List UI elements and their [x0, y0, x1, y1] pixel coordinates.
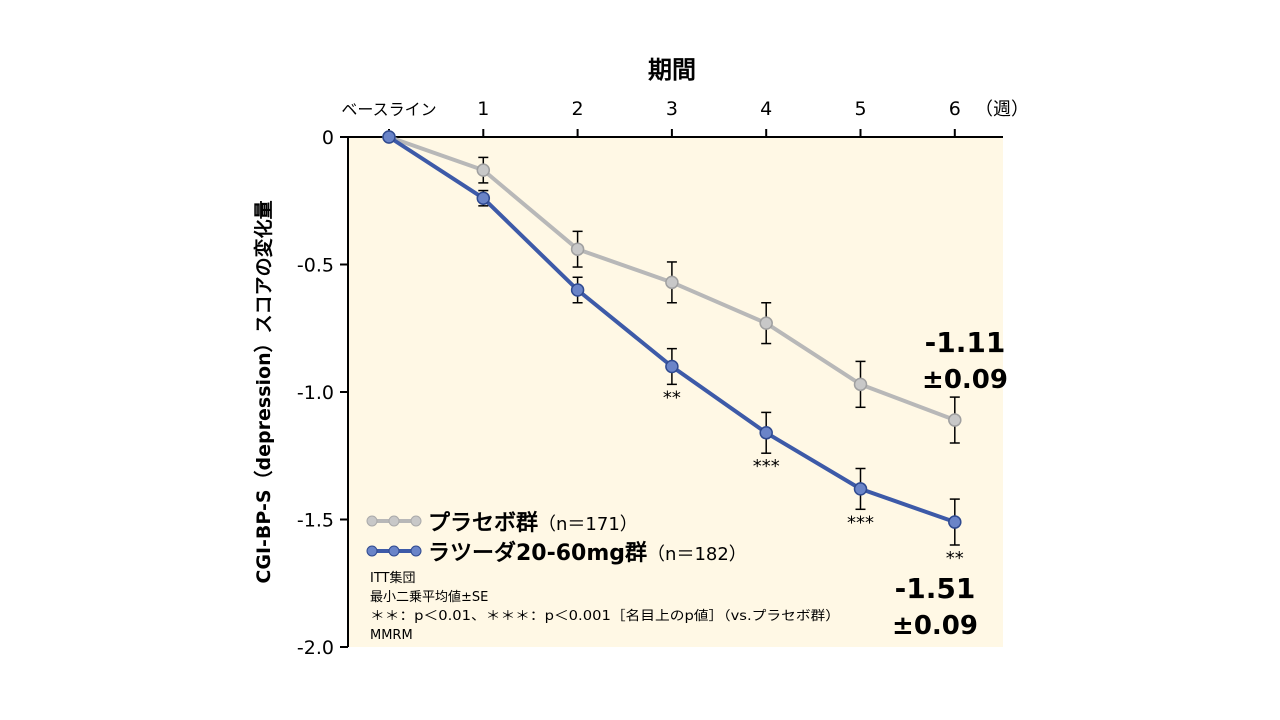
y-tick-label: -1.5: [297, 510, 334, 532]
x-tick-label: 4: [760, 98, 772, 120]
x-axis-title: 期間: [648, 56, 696, 84]
data-point: [759, 316, 773, 330]
significance-label: **: [946, 548, 964, 569]
note-significance: ＊＊：p＜0.01、＊＊＊：p＜0.001［名目上のp値］（vs.プラセボ群）: [370, 608, 840, 624]
x-tick-label: 3: [666, 98, 678, 120]
data-point: [665, 275, 679, 290]
series-1: **********-1.51±0.09: [382, 130, 978, 641]
data-point: [853, 377, 868, 392]
x-tick-label: 1: [477, 98, 489, 120]
data-point: [948, 515, 962, 529]
significance-label: **: [663, 387, 681, 408]
y-tick-label: -1.0: [297, 382, 334, 404]
x-tick-label: 5: [854, 98, 866, 120]
y-tick-label: -0.5: [297, 255, 334, 277]
y-tick-label: -2.0: [297, 637, 334, 659]
data-point: [476, 191, 491, 205]
data-point: [853, 482, 868, 496]
y-axis-title: CGI-BP-S（depression）スコアの変化量: [252, 200, 275, 583]
note-statistic: 最小二乗平均値±SE: [370, 589, 488, 605]
data-point: [948, 413, 962, 427]
significance-label: ***: [847, 512, 874, 533]
legend-placebo-label: プラセボ群（n＝171）: [428, 510, 638, 536]
plot-background: [348, 137, 1003, 647]
significance-label: ***: [753, 456, 780, 477]
x-tick-label: 6: [949, 98, 961, 120]
note-model: MMRM: [370, 628, 413, 643]
y-tick-label: 0: [322, 127, 334, 149]
data-point: [665, 359, 679, 374]
data-point: [570, 242, 585, 256]
end-value-label: -1.11: [925, 326, 1006, 359]
note-population: ITT集団: [370, 570, 416, 586]
data-point: [382, 130, 396, 144]
end-se-label: ±0.09: [892, 611, 978, 641]
x-tick-label: ベースライン: [341, 100, 436, 119]
x-tick-label: 2: [572, 98, 584, 120]
data-point: [570, 283, 585, 297]
end-value-label: -1.51: [895, 572, 976, 605]
legend-lurasidone-label: ラツーダ20-60mg群（n＝182）: [428, 540, 747, 566]
end-se-label: ±0.09: [922, 365, 1008, 395]
series-0: -1.11 ±0.09: [382, 130, 1008, 444]
data-point: [759, 426, 773, 440]
data-point: [476, 163, 491, 177]
x-axis-unit: （週）: [975, 99, 1029, 120]
legend: プラセボ群（n＝171） ラツーダ20-60mg群（n＝182） ITT集団 最…: [366, 510, 840, 643]
